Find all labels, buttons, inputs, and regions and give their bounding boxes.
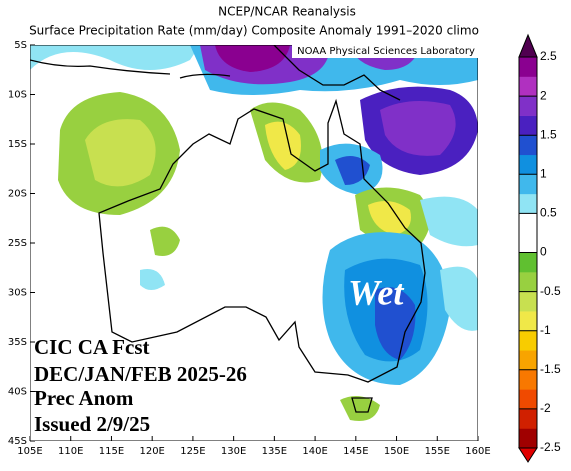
colorbar-label: -0.5 (540, 284, 561, 298)
annotation: DEC/JAN/FEB 2025-26 (34, 362, 247, 386)
colorbar-band (519, 213, 537, 234)
colorbar-band (519, 135, 537, 156)
annotation: CIC CA Fcst (34, 335, 150, 359)
subtitle: Surface Precipitation Rate (mm/day) Comp… (29, 24, 479, 38)
colorbar-band (519, 115, 537, 136)
lon-tick-label: 125E (180, 446, 205, 457)
colorbar-label: 2 (540, 88, 547, 102)
colorbar-label: 1 (540, 166, 547, 180)
annotation: Prec Anom (34, 386, 134, 410)
annotation: Issued 2/9/25 (34, 412, 150, 436)
lat-tick-label: 30S (8, 288, 27, 299)
colorbar-label: 2.5 (540, 49, 557, 63)
colorbar-band (519, 174, 537, 195)
colorbar-band (519, 193, 537, 214)
lon-tick-label: 135E (262, 446, 287, 457)
lon-tick-label: 110E (58, 446, 83, 457)
credit: NOAA Physical Sciences Laboratory (297, 46, 475, 57)
colorbar-band (519, 252, 537, 273)
colorbar-label: -2.5 (540, 440, 561, 454)
lon-tick-label: 115E (99, 446, 124, 457)
lon-tick-label: 105E (17, 446, 42, 457)
colorbar-label: 0 (540, 245, 547, 259)
colorbar-band (519, 232, 537, 253)
lon-tick-label: 155E (425, 446, 450, 457)
colorbar-label: -1 (540, 323, 551, 337)
colorbar-band (519, 369, 537, 390)
colorbar-band (519, 311, 537, 331)
lat-tick-label: 15S (8, 139, 27, 150)
lat-tick-label: 10S (8, 90, 27, 101)
colorbar-band (519, 272, 537, 292)
lat-tick-label: 40S (8, 387, 27, 398)
lon-tick-label: 120E (139, 446, 164, 457)
colorbar-band (519, 350, 537, 371)
lon-tick-label: 160E (465, 446, 490, 457)
lat-tick-label: 45S (8, 436, 27, 447)
lat-tick-label: 5S (14, 40, 27, 51)
colorbar-band (519, 408, 537, 429)
lon-tick-label: 150E (384, 446, 409, 457)
lat-tick-label: 20S (8, 189, 27, 200)
credit-box (292, 43, 478, 58)
colorbar-under (518, 447, 538, 463)
colorbar-label: -1.5 (540, 362, 561, 376)
lon-tick-label: 145E (343, 446, 368, 457)
title: NCEP/NCAR Reanalysis (218, 5, 356, 19)
lon-tick-label: 140E (302, 446, 327, 457)
colorbar-label: 1.5 (540, 127, 557, 141)
colorbar-label: 0.5 (540, 206, 557, 220)
colorbar-band (519, 389, 537, 410)
colorbar-band (519, 57, 537, 77)
colorbar-band (519, 96, 537, 116)
wet-label: Wet (348, 272, 404, 312)
colorbar-over (518, 33, 538, 58)
colorbar-label: -2 (540, 401, 551, 415)
lat-tick-label: 35S (8, 337, 27, 348)
colorbar-band (519, 154, 537, 175)
lon-tick-label: 130E (221, 446, 246, 457)
colorbar-band (519, 330, 537, 351)
colorbar-band (519, 76, 537, 97)
colorbar-band (519, 428, 537, 449)
lat-tick-label: 25S (8, 238, 27, 249)
colorbar-band (519, 291, 537, 312)
